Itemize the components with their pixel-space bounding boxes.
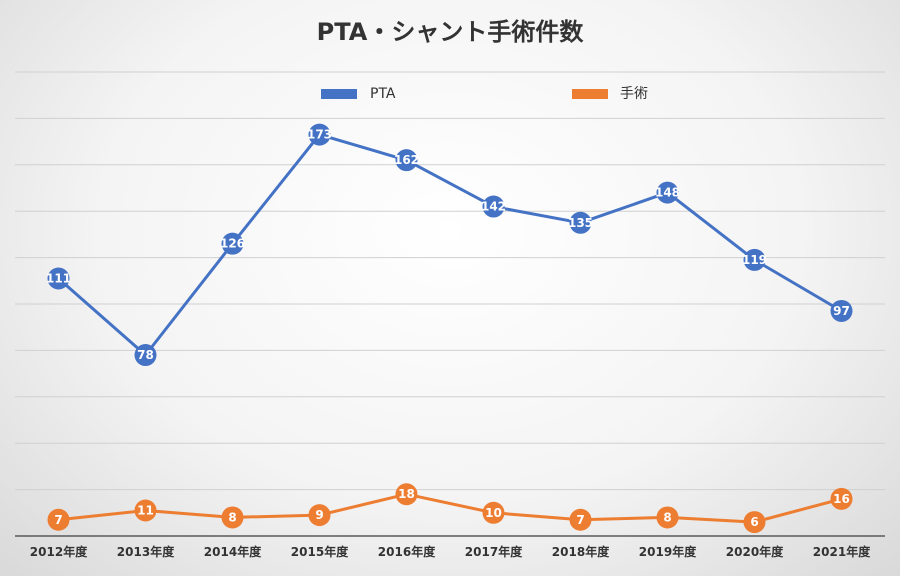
data-label: 148 <box>655 186 680 200</box>
x-tick-label: 2019年度 <box>639 544 697 559</box>
data-point <box>47 267 70 290</box>
x-tick-label: 2012年度 <box>30 544 88 559</box>
x-tick-label: 2015年度 <box>291 544 349 559</box>
data-label: 7 <box>54 513 62 527</box>
data-label: 8 <box>228 510 236 524</box>
data-point <box>134 344 157 367</box>
data-label: 7 <box>576 513 584 527</box>
data-label: 10 <box>485 506 502 520</box>
data-point <box>395 483 418 506</box>
data-point <box>569 508 592 531</box>
x-tick-label: 2018年度 <box>552 544 610 559</box>
data-label: 126 <box>220 237 245 251</box>
data-label: 11 <box>137 503 154 517</box>
data-label: 78 <box>137 348 154 362</box>
data-point <box>47 508 70 531</box>
data-label: 162 <box>394 153 419 167</box>
data-point <box>308 123 331 146</box>
data-point <box>482 195 505 218</box>
data-point <box>308 504 331 527</box>
legend-swatch-surgery <box>572 89 608 99</box>
legend-swatch-pta <box>321 89 357 99</box>
x-tick-label: 2020年度 <box>726 544 784 559</box>
data-point <box>656 181 679 204</box>
data-point <box>743 511 766 534</box>
data-label: 97 <box>833 304 850 318</box>
x-axis-ticks: 2012年度 2013年度 2014年度 2015年度 2016年度 2017年度 2018… <box>30 544 871 559</box>
legend-label-pta: PTA <box>370 86 396 102</box>
data-point <box>656 506 679 529</box>
data-point <box>221 232 244 255</box>
data-point <box>395 149 418 172</box>
data-label: 9 <box>315 508 323 522</box>
x-tick-label: 2014年度 <box>204 544 262 559</box>
data-label: 173 <box>307 128 332 142</box>
series-line-1 <box>57 492 843 524</box>
x-tick-label: 2021年度 <box>813 544 871 559</box>
data-label: 142 <box>481 200 506 214</box>
chart-title: PTA・シャント手術件数 <box>317 18 585 46</box>
gridlines <box>15 71 885 491</box>
data-point <box>221 506 244 529</box>
data-point <box>830 487 853 510</box>
series-line-0 <box>57 133 843 357</box>
data-label: 18 <box>398 487 415 501</box>
data-label: 111 <box>46 271 71 285</box>
data-point <box>482 501 505 524</box>
x-tick-label: 2016年度 <box>378 544 436 559</box>
data-point <box>569 211 592 234</box>
x-tick-label: 2013年度 <box>117 544 175 559</box>
data-label: 119 <box>742 253 767 267</box>
legend: PTA 手術 <box>321 86 648 102</box>
data-point <box>743 248 766 271</box>
data-label: 8 <box>663 510 671 524</box>
data-label: 16 <box>833 492 850 506</box>
legend-label-surgery: 手術 <box>620 86 648 102</box>
data-point <box>830 299 853 322</box>
x-tick-label: 2017年度 <box>465 544 523 559</box>
data-point <box>134 499 157 522</box>
data-label: 6 <box>750 515 758 529</box>
data-label: 135 <box>568 216 593 230</box>
